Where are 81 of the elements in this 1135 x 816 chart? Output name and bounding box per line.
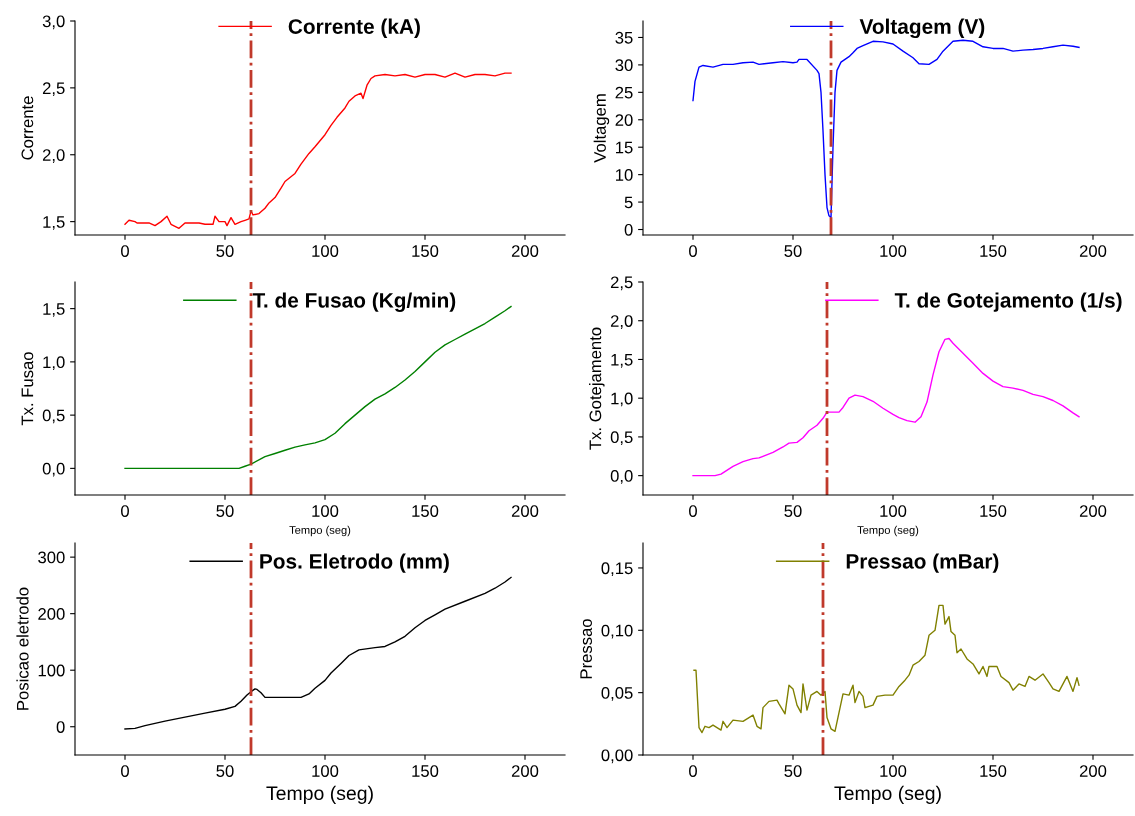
y-tick-label: 0,5 [42, 409, 65, 424]
x-tick-label: 0 [689, 505, 697, 517]
y-axis-title: Voltagem [593, 94, 610, 163]
legend-label: Pressao (mBar) [846, 553, 999, 573]
x-tick-label: 100 [880, 245, 907, 257]
legend-label: Pos. Eletrodo (mm) [260, 553, 449, 573]
x-tick-label: 150 [980, 765, 1007, 777]
y-tick-label: 35 [615, 31, 633, 44]
x-tick-label: 100 [880, 505, 907, 517]
y-axis-title: Pressao [580, 619, 592, 679]
x-tick-label: 200 [1079, 245, 1107, 257]
x-tick-label: 100 [312, 505, 339, 517]
y-tick-label: 15 [616, 141, 633, 154]
x-tick-label: 200 [1079, 765, 1107, 777]
line-series [124, 576, 512, 730]
y-axis-title: Corrente [21, 96, 34, 160]
x-tick-label: 50 [784, 765, 802, 777]
y-tick-label: 2,0 [42, 149, 65, 163]
line-series [692, 39, 1080, 219]
x-axis-title: Tempo (seg) [857, 525, 919, 537]
y-tick-label: 0,05 [601, 687, 633, 701]
x-tick-label: 50 [216, 765, 234, 777]
x-tick-label: 150 [412, 765, 439, 777]
y-tick-label: 0,10 [601, 624, 633, 639]
x-tick-label: 150 [980, 505, 1007, 517]
y-tick-label: 0,0 [610, 470, 633, 484]
x-tick-label: 0 [689, 245, 697, 257]
y-tick-label: 25 [615, 86, 633, 99]
x-tick-label: 100 [880, 765, 907, 777]
x-tick-label: 50 [784, 245, 802, 257]
legend-label: T. de Gotejamento (1/s) [894, 292, 1122, 312]
line-series [693, 604, 1080, 734]
y-tick-label: 20 [615, 114, 633, 126]
x-tick-label: 100 [312, 765, 339, 777]
legend-label: Corrente (kA) [288, 18, 420, 38]
x-tick-label: 200 [511, 245, 539, 257]
y-tick-label: 30 [615, 59, 633, 72]
line-series [124, 72, 512, 230]
y-tick-label: 3,0 [42, 15, 65, 30]
x-tick-label: 50 [216, 505, 234, 517]
y-tick-label: 0 [624, 223, 633, 236]
x-tick-label: 0 [689, 765, 697, 777]
legend-label: T. de Fusao (Kg/min) [252, 292, 456, 312]
legend-label: Voltagem (V) [859, 18, 985, 39]
y-tick-label: 100 [38, 664, 65, 677]
y-axis-title: Posicao eletrodo [16, 587, 29, 710]
y-tick-label: 0,0 [42, 462, 65, 477]
x-tick-label: 100 [312, 245, 339, 257]
y-tick-label: 1,5 [43, 303, 65, 317]
y-axis-title: Tx. Fusao [21, 352, 34, 426]
x-tick-label: 200 [511, 505, 539, 517]
y-tick-label: 0,00 [601, 749, 633, 764]
y-tick-label: 1,5 [43, 216, 65, 230]
x-tick-label: 200 [1079, 505, 1107, 517]
y-tick-label: 10 [616, 169, 633, 181]
y-tick-label: 2,0 [610, 315, 633, 329]
y-tick-label: 300 [38, 551, 65, 564]
x-tick-label: 0 [121, 765, 129, 777]
x-tick-label: 150 [412, 245, 439, 257]
y-tick-label: 0 [56, 721, 65, 733]
y-tick-label: 1,0 [43, 356, 65, 371]
y-tick-label: 1,5 [611, 354, 633, 368]
x-axis-title: Tempo (seg) [289, 525, 351, 537]
x-tick-label: 150 [980, 245, 1007, 257]
x-tick-label: 50 [216, 245, 234, 257]
x-axis-title: Tempo (seg) [266, 785, 373, 804]
x-tick-label: 150 [412, 505, 439, 517]
line-series [692, 337, 1080, 477]
y-tick-label: 1,0 [611, 392, 633, 407]
x-tick-label: 0 [121, 245, 129, 257]
y-tick-label: 2,5 [610, 276, 633, 291]
x-tick-label: 50 [784, 505, 802, 517]
y-tick-label: 0,15 [601, 562, 633, 577]
y-tick-label: 5 [624, 196, 633, 209]
y-axis-title: Tx. Gotejamento [589, 327, 605, 450]
x-axis-title: Tempo (seg) [834, 785, 941, 804]
y-tick-label: 2,5 [42, 82, 65, 97]
x-tick-label: 200 [511, 765, 539, 777]
x-tick-label: 0 [121, 505, 129, 517]
y-tick-label: 200 [38, 608, 65, 620]
y-tick-label: 0,5 [610, 431, 633, 446]
